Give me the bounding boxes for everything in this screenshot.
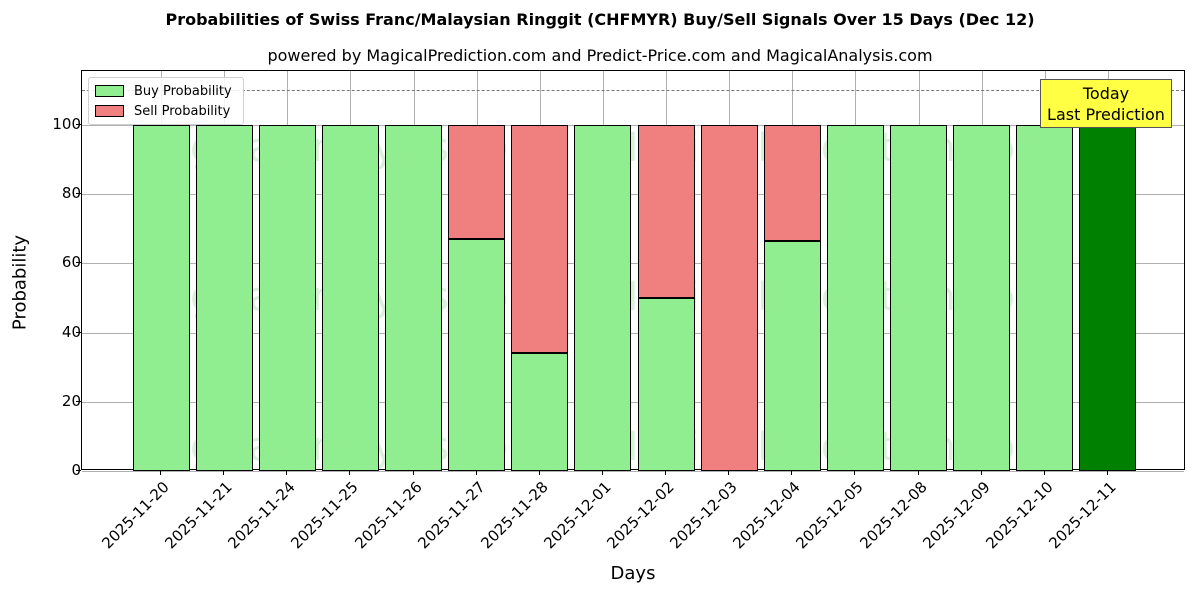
bar-buy-2025-11-28 (511, 353, 569, 471)
bar-buy-2025-12-09 (953, 125, 1011, 471)
bar-buy-2025-12-04 (763, 240, 821, 471)
y-tick-mark (76, 470, 81, 471)
x-tick-mark (475, 470, 477, 475)
bar-buy-2025-12-11 (1079, 125, 1137, 471)
x-tick-mark (601, 470, 603, 475)
x-tick-mark (1043, 470, 1045, 475)
annotation-line-2: Last Prediction (1047, 105, 1165, 124)
y-tick-label: 40 (61, 322, 81, 341)
x-tick-mark (223, 470, 225, 475)
x-tick-mark (980, 470, 982, 475)
grid-line-horizontal (82, 471, 1184, 472)
bar-buy-2025-11-27 (448, 239, 506, 471)
bar-buy-2025-11-24 (258, 125, 316, 471)
x-tick-mark (160, 470, 161, 475)
bar-buy-2025-12-08 (890, 125, 948, 471)
bar-sell-2025-12-04 (763, 125, 821, 241)
legend: Buy Probability Sell Probability (88, 77, 244, 125)
chart-title: Probabilities of Swiss Franc/Malaysian R… (165, 10, 1035, 29)
bar-buy-2025-11-25 (321, 125, 379, 471)
bar-buy-2025-12-01 (574, 125, 632, 471)
plot-area: MagicalAnalysis.comMagicalPrediction.com… (81, 70, 1185, 472)
y-tick-label: 60 (61, 253, 81, 272)
x-tick-mark (412, 470, 414, 475)
bar-buy-2025-11-21 (195, 125, 253, 471)
grid-line-horizontal (82, 125, 1184, 126)
legend-label-sell: Sell Probability (134, 103, 231, 119)
legend-item-buy: Buy Probability (95, 82, 232, 100)
x-tick-mark (286, 470, 288, 475)
grid-line-horizontal (82, 401, 1184, 403)
x-axis-label: Days (610, 563, 656, 584)
bar-buy-2025-11-26 (385, 125, 443, 471)
y-tick-mark (76, 331, 81, 333)
x-tick-mark (1106, 470, 1108, 475)
bar-sell-2025-11-27 (448, 125, 506, 240)
bar-sell-2025-11-28 (511, 125, 569, 354)
legend-label-buy: Buy Probability (134, 83, 232, 99)
bar-buy-2025-11-20 (132, 125, 190, 471)
x-tick-mark (349, 470, 351, 475)
x-tick-mark (854, 470, 856, 475)
y-tick-mark (76, 400, 81, 402)
annotation-line-1: Today (1082, 84, 1130, 103)
reference-line-dashed (82, 90, 1184, 92)
y-tick-label: 0 (71, 461, 81, 479)
x-tick-mark (665, 470, 667, 475)
y-axis-label: Probability (9, 234, 31, 331)
y-tick-mark (76, 124, 81, 125)
today-annotation: Today Last Prediction (1040, 79, 1172, 128)
x-tick-mark (538, 470, 540, 475)
y-tick-label: 80 (61, 184, 81, 203)
grid-line-horizontal (82, 332, 1184, 334)
legend-item-sell: Sell Probability (95, 102, 230, 120)
x-tick-mark (917, 470, 919, 475)
x-tick-mark (728, 470, 730, 475)
y-tick-mark (76, 262, 81, 264)
sell-swatch-icon (95, 105, 124, 117)
grid-line-horizontal (82, 263, 1184, 265)
grid-line-horizontal (82, 194, 1184, 196)
bar-buy-2025-12-05 (826, 125, 884, 471)
bar-buy-2025-12-10 (1016, 125, 1074, 471)
bar-sell-2025-12-02 (637, 125, 695, 298)
buy-swatch-icon (95, 85, 124, 97)
y-tick-label: 20 (61, 391, 81, 410)
chart-subtitle: powered by MagicalPrediction.com and Pre… (267, 46, 933, 65)
y-tick-mark (76, 193, 81, 195)
x-tick-mark (791, 470, 793, 475)
y-tick-label: 100 (52, 115, 81, 133)
bar-sell-2025-12-03 (700, 125, 758, 471)
bar-buy-2025-12-02 (637, 298, 695, 471)
